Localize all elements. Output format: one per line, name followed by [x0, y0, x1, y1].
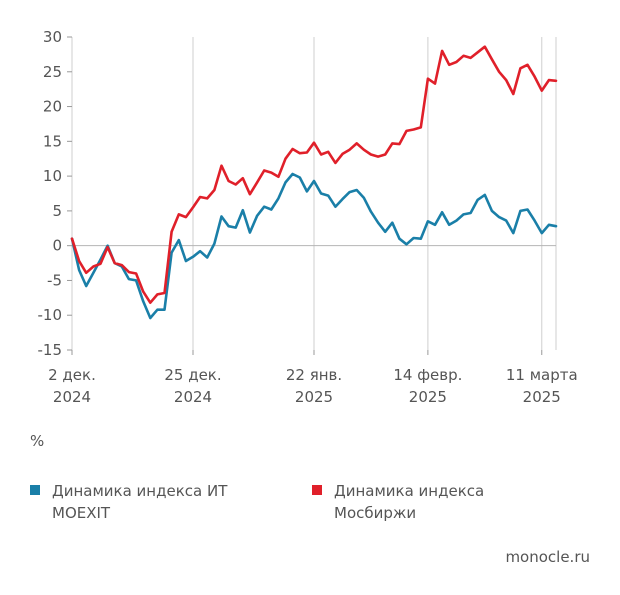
- x-tick-label-line1: 25 дек.: [164, 366, 221, 384]
- legend-swatch-moexit: [30, 485, 40, 495]
- x-tick-label-line2: 2025: [523, 388, 561, 406]
- y-tick-label: 25: [43, 63, 62, 81]
- y-tick-label: 15: [43, 132, 62, 150]
- x-tick-label-line2: 2025: [295, 388, 333, 406]
- y-axis-unit: %: [30, 432, 45, 450]
- legend-swatch-moex: [312, 485, 322, 495]
- y-tick-label: 30: [43, 28, 62, 46]
- y-tick-label: 5: [52, 202, 62, 220]
- y-tick-label: -15: [38, 341, 63, 359]
- legend-label-moex: Динамика индекса Мосбиржи: [334, 482, 485, 522]
- y-tick-label: 10: [43, 167, 62, 185]
- x-tick-label-line1: 14 февр.: [393, 366, 462, 384]
- y-tick-label: -5: [47, 271, 62, 289]
- source-credit: monocle.ru: [505, 548, 590, 566]
- legend-item-moexit: Динамика индекса ИТ MOEXIT: [30, 480, 237, 524]
- x-tick-label-line2: 2025: [409, 388, 447, 406]
- series-line-moexit: [70, 172, 558, 320]
- x-tick-label-line2: 2024: [174, 388, 212, 406]
- x-tick-label-line1: 2 дек.: [48, 366, 96, 384]
- x-tick-label-line1: 11 марта: [506, 366, 578, 384]
- x-tick-label-line1: 22 янв.: [286, 366, 342, 384]
- legend-label-moexit: Динамика индекса ИТ MOEXIT: [52, 482, 228, 522]
- x-tick-label-line2: 2024: [53, 388, 91, 406]
- legend-item-moex: Динамика индекса Мосбиржи: [312, 480, 519, 524]
- y-tick-label: -10: [38, 306, 63, 324]
- series-line-moex: [70, 45, 558, 305]
- y-tick-label: 0: [52, 237, 62, 255]
- y-tick-label: 20: [43, 98, 62, 116]
